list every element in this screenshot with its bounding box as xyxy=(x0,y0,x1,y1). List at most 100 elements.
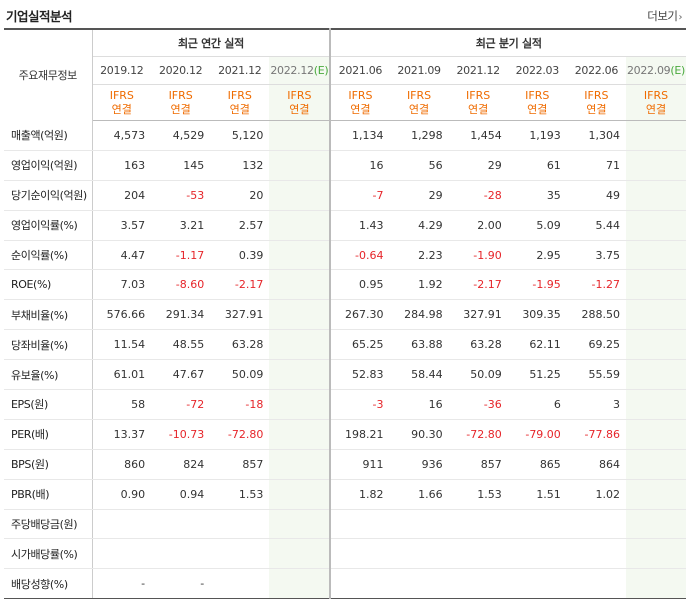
table-cell: 2.95 xyxy=(507,240,567,271)
accounting-standard-label: IFRS 연결 xyxy=(507,84,567,121)
consolidated-text: 연결 xyxy=(586,102,607,116)
table-cell: -2.17 xyxy=(448,269,508,301)
table-cell xyxy=(389,568,449,599)
table-cell: 327.91 xyxy=(448,299,508,331)
table-cell: -1.95 xyxy=(507,269,567,301)
table-row: 주당배당금(원) xyxy=(4,508,686,540)
consolidated-text: 연결 xyxy=(527,102,548,116)
table-cell: 6 xyxy=(507,389,567,420)
table-cell: 1,193 xyxy=(507,120,567,151)
table-cell: 3 xyxy=(566,389,626,420)
table-cell xyxy=(151,508,211,540)
consolidated-text: 연결 xyxy=(111,102,132,116)
table-row: PER(배) 13.37 -10.73 -72.80 198.21 90.30 -72.80… xyxy=(4,419,686,450)
table-cell: - xyxy=(92,568,152,599)
table-cell: 4.47 xyxy=(92,240,152,271)
period-header: 2019.12 xyxy=(92,56,152,85)
ifrs-text: IFRS xyxy=(525,88,550,102)
table-cell: 52.83 xyxy=(330,359,390,391)
table-cell: -0.64 xyxy=(330,240,390,271)
table-cell xyxy=(625,120,686,151)
table-cell xyxy=(269,359,332,391)
table-cell: 61.01 xyxy=(92,359,152,391)
table-cell xyxy=(269,180,332,211)
table-cell xyxy=(210,538,270,570)
table-cell: -53 xyxy=(151,180,211,211)
table-cell xyxy=(269,479,332,510)
row-label: EPS(원) xyxy=(4,389,93,420)
table-cell xyxy=(507,508,567,540)
table-cell: 911 xyxy=(330,449,390,480)
table-cell: 35 xyxy=(507,180,567,211)
table-row: 당좌비율(%) 11.54 48.55 63.28 65.25 63.88 63.28 62.… xyxy=(4,329,686,361)
table-cell xyxy=(269,538,332,570)
table-cell xyxy=(625,180,686,211)
table-cell xyxy=(210,568,270,599)
table-cell: 1.43 xyxy=(330,209,390,241)
table-cell: -1.27 xyxy=(566,269,626,301)
table-cell: 1,454 xyxy=(448,120,508,151)
table-cell xyxy=(330,538,390,570)
table-row: 순이익률(%) 4.47 -1.17 0.39 -0.64 2.23 -1.90 2.95 3.… xyxy=(4,240,686,271)
quarter-group-header: 최근 분기 실적 xyxy=(330,28,686,57)
period-header: 2021.12 xyxy=(210,56,270,85)
accounting-standard-label: IFRS 연결 xyxy=(330,84,390,121)
table-cell: 58.44 xyxy=(389,359,449,391)
table-cell xyxy=(448,568,508,599)
ifrs-text: IFRS xyxy=(584,88,609,102)
ifrs-text: IFRS xyxy=(287,88,312,102)
table-cell: -1.90 xyxy=(448,240,508,271)
table-cell: 0.90 xyxy=(92,479,152,510)
table-cell: -1.17 xyxy=(151,240,211,271)
period-label: 2022.12 xyxy=(270,64,314,77)
accounting-standard-label: IFRS 연결 xyxy=(269,84,332,121)
table-cell: 1.51 xyxy=(507,479,567,510)
more-link[interactable]: 더보기› xyxy=(647,8,682,24)
table-cell: 288.50 xyxy=(566,299,626,331)
accounting-standard-label: IFRS 연결 xyxy=(389,84,449,121)
table-row: 시가배당률(%) xyxy=(4,538,686,570)
table-cell xyxy=(625,359,686,391)
table-cell: 1.66 xyxy=(389,479,449,510)
table-cell: 20 xyxy=(210,180,270,211)
table-cell: 63.28 xyxy=(448,329,508,361)
consolidated-text: 연결 xyxy=(408,102,430,116)
financial-summary-table: 주요재무정보 최근 연간 실적 최근 분기 실적 2019.12 2020.12 2… xyxy=(4,28,686,599)
table-cell xyxy=(269,389,332,420)
row-label: 당기순이익(억원) xyxy=(4,180,93,211)
table-cell: 13.37 xyxy=(92,419,152,450)
table-cell: 11.54 xyxy=(92,329,152,361)
table-cell: 857 xyxy=(210,449,270,480)
table-cell: 16 xyxy=(389,389,449,420)
table-cell: -3 xyxy=(330,389,390,420)
table-row: PBR(배) 0.90 0.94 1.53 1.82 1.66 1.53 1.51 1.02 xyxy=(4,479,686,510)
accounting-header-row: IFRS 연결 IFRS 연결 IFRS 연결 IFRS 연결 IFRS 연결 IFRS 연결 IFRS… xyxy=(4,84,686,121)
table-cell: 936 xyxy=(389,449,449,480)
ifrs-text: IFRS xyxy=(348,88,373,102)
table-cell: 2.00 xyxy=(448,209,508,241)
row-label: BPS(원) xyxy=(4,449,93,480)
table-cell: - xyxy=(151,568,211,599)
table-cell: 5.44 xyxy=(566,209,626,241)
ifrs-text: IFRS xyxy=(109,88,134,102)
table-cell xyxy=(507,538,567,570)
table-cell: 71 xyxy=(566,150,626,181)
corner-label: 주요재무정보 xyxy=(4,28,93,121)
accounting-standard-label: IFRS 연결 xyxy=(448,84,508,121)
table-cell: -10.73 xyxy=(151,419,211,450)
period-header: 2020.12 xyxy=(151,56,211,85)
table-row: BPS(원) 860 824 857 911 936 857 865 864 xyxy=(4,449,686,480)
table-cell: 56 xyxy=(389,150,449,181)
row-label: 배당성향(%) xyxy=(4,568,93,599)
table-cell xyxy=(625,299,686,331)
table-cell: 132 xyxy=(210,150,270,181)
table-cell: 0.94 xyxy=(151,479,211,510)
table-cell xyxy=(625,240,686,271)
table-cell: 3.75 xyxy=(566,240,626,271)
period-header: 2022.09(E) xyxy=(625,56,686,85)
table-cell xyxy=(625,419,686,450)
table-cell xyxy=(269,209,332,241)
table-cell: 16 xyxy=(330,150,390,181)
consolidated-text: 연결 xyxy=(170,102,191,116)
table-cell: 63.88 xyxy=(389,329,449,361)
